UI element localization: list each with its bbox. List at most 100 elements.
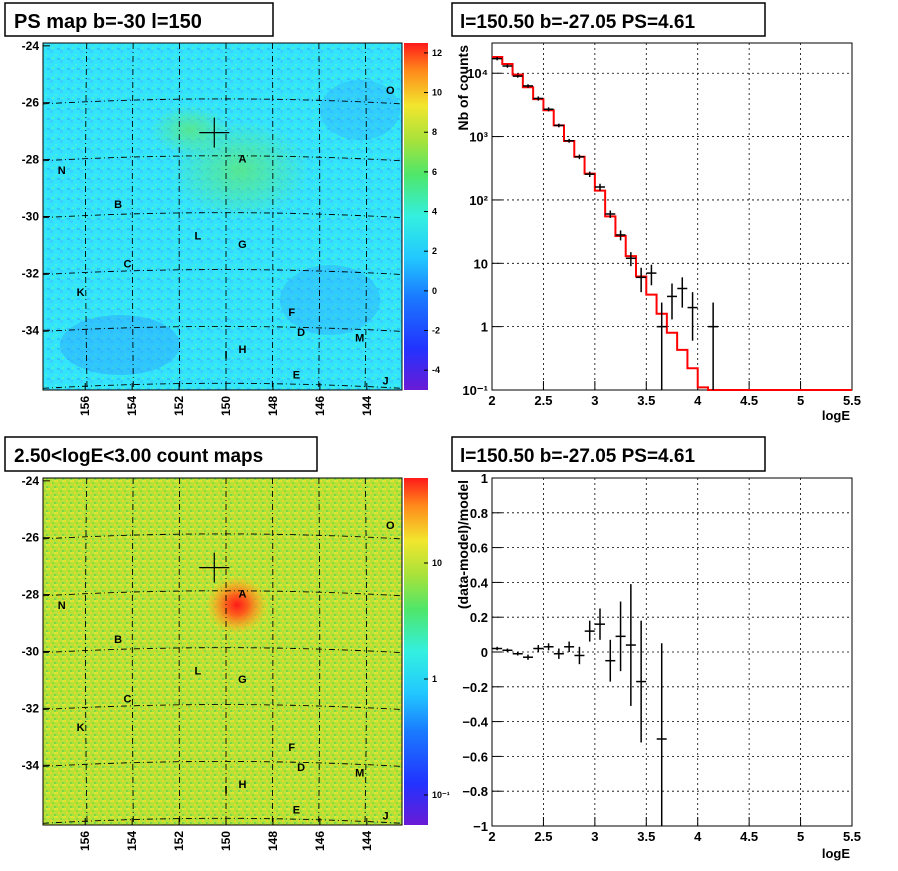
source-label-c: C	[123, 694, 131, 706]
y-tick-label: 10	[474, 256, 488, 271]
y-tick-label: −0.2	[462, 680, 488, 695]
source-label-i: I	[224, 785, 227, 797]
y-tick-label: 10⁴	[467, 66, 488, 81]
x-tick-label: 154	[125, 396, 139, 416]
source-label-a: A	[238, 153, 246, 165]
palette-label: 2	[432, 246, 437, 256]
x-tick-label: 148	[266, 831, 280, 851]
residual-x-axis-label: logE	[822, 846, 850, 861]
palette-label: 12	[432, 48, 442, 58]
x-tick-label: 3.5	[637, 829, 655, 844]
source-label-b: B	[114, 199, 122, 211]
ps-map-title-box	[4, 2, 274, 37]
x-tick-label: 4.5	[740, 829, 758, 844]
source-label-k: K	[77, 287, 85, 299]
x-tick-label: 3.5	[637, 393, 655, 408]
source-label-k: K	[77, 722, 85, 734]
spectrum-ticks: 2 2.5 3 3.5 4 4.5 5 5.5 10⁻¹ 1 10 10² 10³ 10⁴	[462, 66, 861, 408]
x-tick-label: 146	[313, 831, 327, 851]
longitude-line	[178, 477, 181, 826]
source-label-l: L	[194, 665, 201, 677]
x-tick-label: 152	[172, 831, 186, 851]
y-tick-label: 1	[481, 320, 488, 335]
palette-label: 0	[432, 286, 437, 296]
spectrum-grid	[491, 43, 853, 391]
spectrum-title: l=150.50 b=-27.05 PS=4.61	[460, 12, 695, 33]
x-tick-label: 5.5	[843, 393, 861, 408]
source-label-e: E	[293, 370, 300, 382]
ps-map-negative-region	[60, 315, 180, 375]
source-label-a: A	[238, 588, 246, 600]
palette-label: 10⁻¹	[432, 790, 450, 800]
spectrum-data-points	[492, 57, 719, 390]
x-tick-label: 150	[219, 396, 233, 416]
spectrum-panel: l=150.50 b=-27.05 PS=4.61 2 2.5 3 3.5 4 4.5 5 5…	[451, 2, 861, 423]
palette-label: 10	[432, 88, 442, 98]
count-map-position-marker	[199, 552, 230, 583]
y-tick-label: -34	[22, 323, 40, 337]
x-tick-label: 4.5	[740, 393, 758, 408]
count-map-title-box	[4, 436, 318, 472]
y-tick-label: -30	[22, 210, 40, 224]
x-tick-label: 156	[78, 831, 92, 851]
residual-title-box	[451, 436, 766, 472]
x-tick-label: 5	[797, 393, 804, 408]
longitude-line	[131, 42, 134, 391]
ps-map-negative-region	[320, 80, 400, 140]
longitude-line	[178, 42, 181, 391]
palette-label: 4	[432, 207, 437, 217]
ps-map-palette-labels: 12 10 8 6 4 2 0 -2 -4	[424, 48, 442, 375]
longitude-line	[271, 42, 274, 391]
x-tick-label: 144	[360, 831, 374, 851]
x-tick-label: 3	[591, 829, 598, 844]
residual-data-points	[492, 584, 667, 826]
residual-y-axis-label: (data-model)/model	[455, 480, 471, 609]
palette-label: 6	[432, 167, 437, 177]
count-map-palette-labels: 10 1 10⁻¹	[424, 558, 450, 800]
source-label-e: E	[293, 805, 300, 817]
residual-title: l=150.50 b=-27.05 PS=4.61	[460, 446, 695, 467]
count-map-x-ticks: 156 154 152 150 148 146 144	[78, 818, 374, 851]
ps-map-palette	[404, 43, 428, 390]
count-map-title: 2.50<logE<3.00 count maps	[14, 446, 263, 467]
palette-label: 8	[432, 127, 437, 137]
longitude-line	[318, 42, 321, 391]
spectrum-model-line	[492, 56, 852, 391]
ps-map-position-marker	[199, 117, 230, 148]
source-label-n: N	[58, 165, 66, 177]
palette-label: -2	[432, 326, 440, 336]
source-label-j: J	[383, 810, 389, 822]
x-tick-label: 5.5	[843, 829, 861, 844]
y-tick-label: -24	[22, 474, 40, 488]
y-tick-label: -30	[22, 645, 40, 659]
x-tick-label: 2	[488, 829, 495, 844]
ps-map-sources: A B C D E F G HI J K L M N O	[58, 85, 395, 387]
y-tick-label: 0.2	[470, 610, 488, 625]
count-map-image	[43, 478, 402, 825]
y-tick-label: 0	[481, 645, 488, 660]
y-tick-label: -26	[22, 531, 40, 545]
y-tick-label: 10⁻¹	[462, 383, 488, 398]
source-label-j: J	[383, 375, 389, 387]
source-label-o: O	[386, 520, 395, 532]
y-tick-label: -26	[22, 96, 40, 110]
x-tick-label: 152	[172, 396, 186, 416]
spectrum-x-axis-label: logE	[822, 408, 850, 423]
source-label-h: H	[238, 344, 246, 356]
source-label-f: F	[288, 742, 295, 754]
longitude-line	[364, 477, 368, 826]
ps-map-title: PS map b=-30 l=150	[14, 11, 202, 33]
source-label-d: D	[297, 327, 305, 339]
source-label-d: D	[297, 762, 305, 774]
x-tick-label: 150	[219, 831, 233, 851]
x-tick-label: 4	[694, 829, 702, 844]
residual-grid	[491, 477, 853, 827]
longitude-line	[85, 477, 88, 826]
ps-map-negative-region	[280, 265, 380, 335]
source-label-h: H	[238, 779, 246, 791]
y-tick-label: -28	[22, 153, 40, 167]
x-tick-label: 2.5	[534, 829, 552, 844]
x-tick-label: 2.5	[534, 393, 552, 408]
